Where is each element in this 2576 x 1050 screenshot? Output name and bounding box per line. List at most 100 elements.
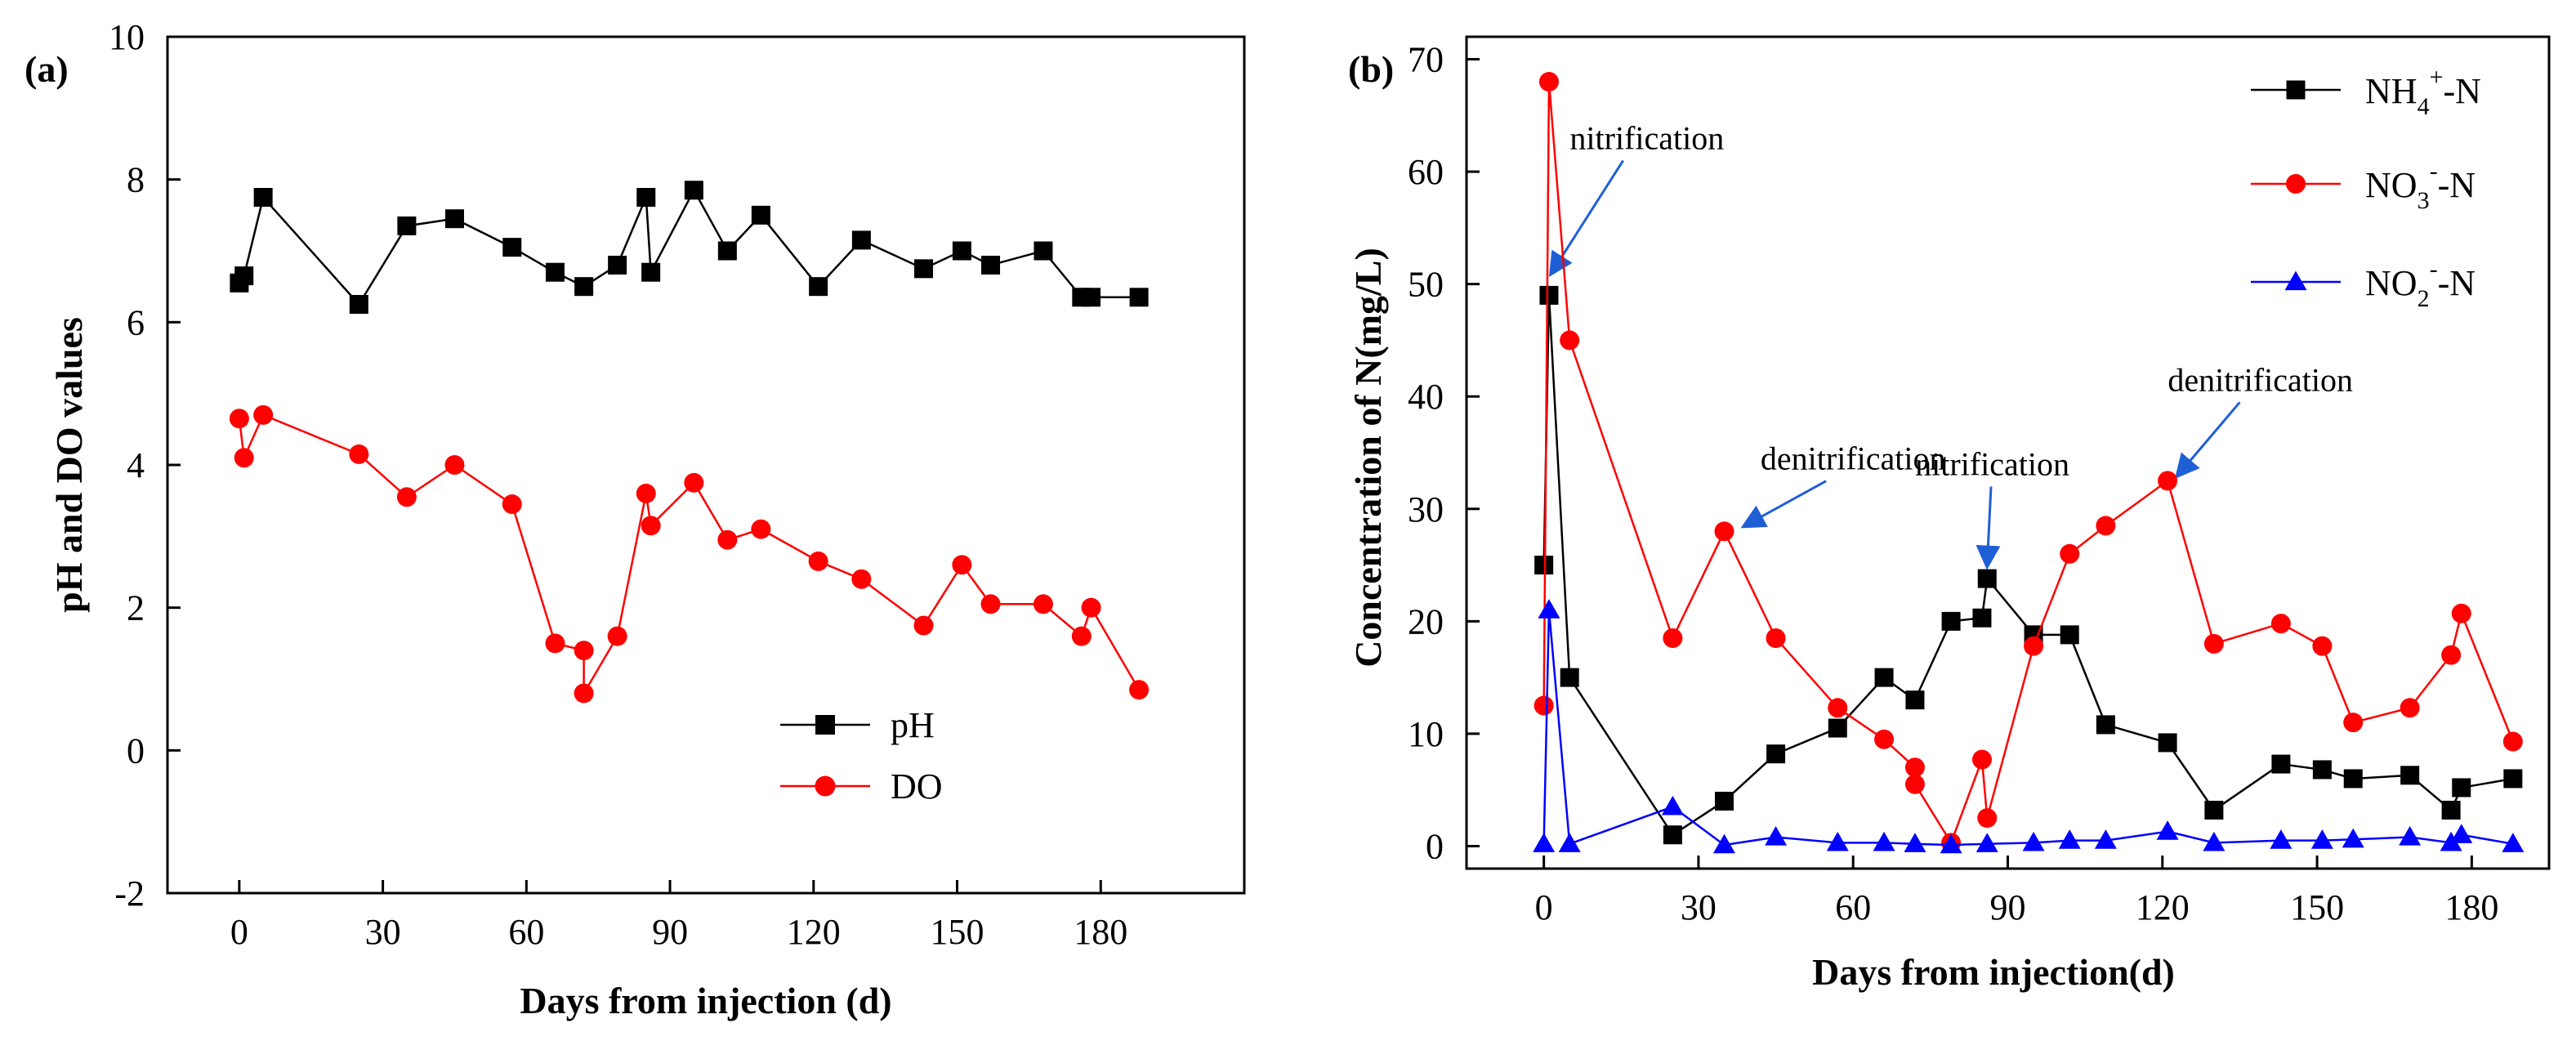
y-tick-label: 6 (127, 302, 145, 342)
data-point-no2-n (2156, 820, 2179, 840)
data-point-no3-n (1977, 808, 1998, 829)
panel-b-series (1533, 72, 2525, 854)
legend-label-no3-n: NO3--N (2365, 158, 2476, 214)
data-point-nh4-n (2441, 800, 2461, 820)
data-point-no2-n (1826, 831, 1849, 851)
y-tick-label: 0 (1426, 826, 1444, 866)
data-point-no2-n (1533, 833, 1556, 852)
data-point-no2-n (1940, 833, 1962, 854)
data-point-nh4-n (1766, 744, 1786, 764)
data-point-nh4-n (1941, 611, 1961, 631)
data-point-no3-n (2451, 603, 2471, 623)
panel-b-x-ticks: 0 30 60 90 120 150 180 (1535, 856, 2498, 927)
data-point-do (574, 641, 594, 661)
data-point-ph (914, 259, 934, 279)
y-tick-label: 4 (127, 445, 145, 485)
data-point-do (751, 519, 771, 539)
data-point-ph (809, 277, 828, 297)
panel-b-legend: NH4+-N NO3--N NO2--N (2251, 64, 2481, 312)
data-point-no3-n (1534, 695, 1554, 716)
data-point-ph (717, 241, 737, 261)
data-point-no2-n (1765, 825, 1788, 846)
panel-b-y-axis-label: Concentration of N(mg/L) (1347, 248, 1389, 668)
data-point-no3-n (1904, 757, 1925, 778)
annotation-arrow (2174, 401, 2241, 480)
data-point-ph (349, 295, 368, 314)
annotation-denitrification: denitrification (1761, 440, 1946, 477)
panel-b-y-ticks: 0 10 20 30 40 50 60 70 (1408, 40, 1480, 866)
data-point-no3-n (2312, 636, 2333, 656)
data-point-nh4-n (2096, 715, 2115, 735)
data-point-no2-n (2203, 831, 2226, 851)
data-point-no3-n (2158, 471, 2178, 491)
data-point-nh4-n (2158, 733, 2177, 753)
data-point-do (1081, 597, 1101, 618)
x-tick-label: 120 (2136, 887, 2190, 927)
annotation-nitrification: nitrification (1915, 446, 2069, 483)
data-point-no2-n (1538, 599, 1560, 619)
data-point-nh4-n (1714, 791, 1734, 811)
x-tick-label: 90 (652, 912, 688, 952)
legend-marker-ph (815, 715, 835, 735)
annotation-arrow (1976, 486, 2001, 570)
panel-b-chart: 0 10 20 30 40 50 60 70 0 30 60 90 120 150 180 nitrifi… (1347, 35, 2551, 993)
data-point-no2-n (2270, 829, 2293, 849)
data-point-no3-n (2400, 698, 2420, 718)
y-tick-label: 8 (127, 160, 145, 200)
data-point-no3-n (1874, 729, 1895, 749)
x-tick-label: 120 (787, 912, 841, 952)
x-tick-label: 180 (1074, 912, 1127, 952)
panel-a-series (229, 181, 1150, 704)
data-point-do (641, 516, 661, 536)
y-tick-label: 60 (1408, 152, 1444, 192)
data-point-do (229, 409, 249, 429)
data-point-ph (636, 188, 656, 207)
data-point-do (502, 494, 522, 515)
data-point-ph (1129, 288, 1149, 307)
data-point-nh4-n (2204, 800, 2224, 820)
data-point-do (607, 626, 627, 646)
data-point-no2-n (2450, 824, 2473, 843)
data-point-do (234, 448, 254, 468)
data-point-nh4-n (2060, 625, 2079, 645)
data-point-ph (545, 262, 565, 282)
data-point-do (396, 487, 417, 507)
data-point-do (349, 444, 369, 464)
data-point-nh4-n (1977, 569, 1997, 588)
data-point-do (253, 404, 274, 425)
series-no2-n (1533, 599, 2525, 854)
series-nh4-n (1534, 285, 2523, 845)
data-point-ph (253, 188, 273, 207)
legend-label-ph: pH (891, 705, 935, 745)
panel-a-y-ticks: -2 0 2 4 6 8 10 (109, 17, 181, 914)
data-point-ph (502, 238, 522, 257)
data-point-no3-n (2060, 543, 2080, 564)
panel-b-annotations: nitrificationdenitrificationnitrificatio… (1548, 120, 2353, 570)
series-do (229, 404, 1150, 704)
x-tick-label: 90 (1990, 887, 2026, 927)
legend-marker-nh4-n (2286, 80, 2306, 100)
data-point-ph (981, 255, 1001, 275)
data-point-nh4-n (1663, 825, 1682, 845)
data-point-do (636, 483, 656, 503)
data-point-ph (751, 205, 770, 225)
annotation-arrow (1740, 480, 1827, 529)
data-point-no3-n (2441, 645, 2462, 665)
legend-item-ph: pH (780, 705, 935, 745)
y-tick-label: 20 (1408, 601, 1444, 641)
data-point-do (1129, 680, 1150, 700)
data-point-no3-n (2343, 713, 2364, 733)
data-point-no2-n (2058, 829, 2081, 849)
panel-b-label: (b) (1348, 48, 1394, 90)
data-point-ph (444, 209, 464, 229)
y-tick-label: 0 (127, 731, 145, 771)
data-point-no3-n (1538, 72, 1559, 92)
data-point-nh4-n (1972, 608, 1992, 628)
data-point-no2-n (2440, 831, 2462, 851)
data-point-no3-n (1904, 774, 1925, 794)
y-tick-label: 40 (1408, 377, 1444, 417)
data-point-ph (574, 277, 594, 297)
data-point-no2-n (1904, 833, 1926, 852)
panel-a-label: (a) (25, 48, 69, 90)
data-point-ph (952, 241, 971, 261)
